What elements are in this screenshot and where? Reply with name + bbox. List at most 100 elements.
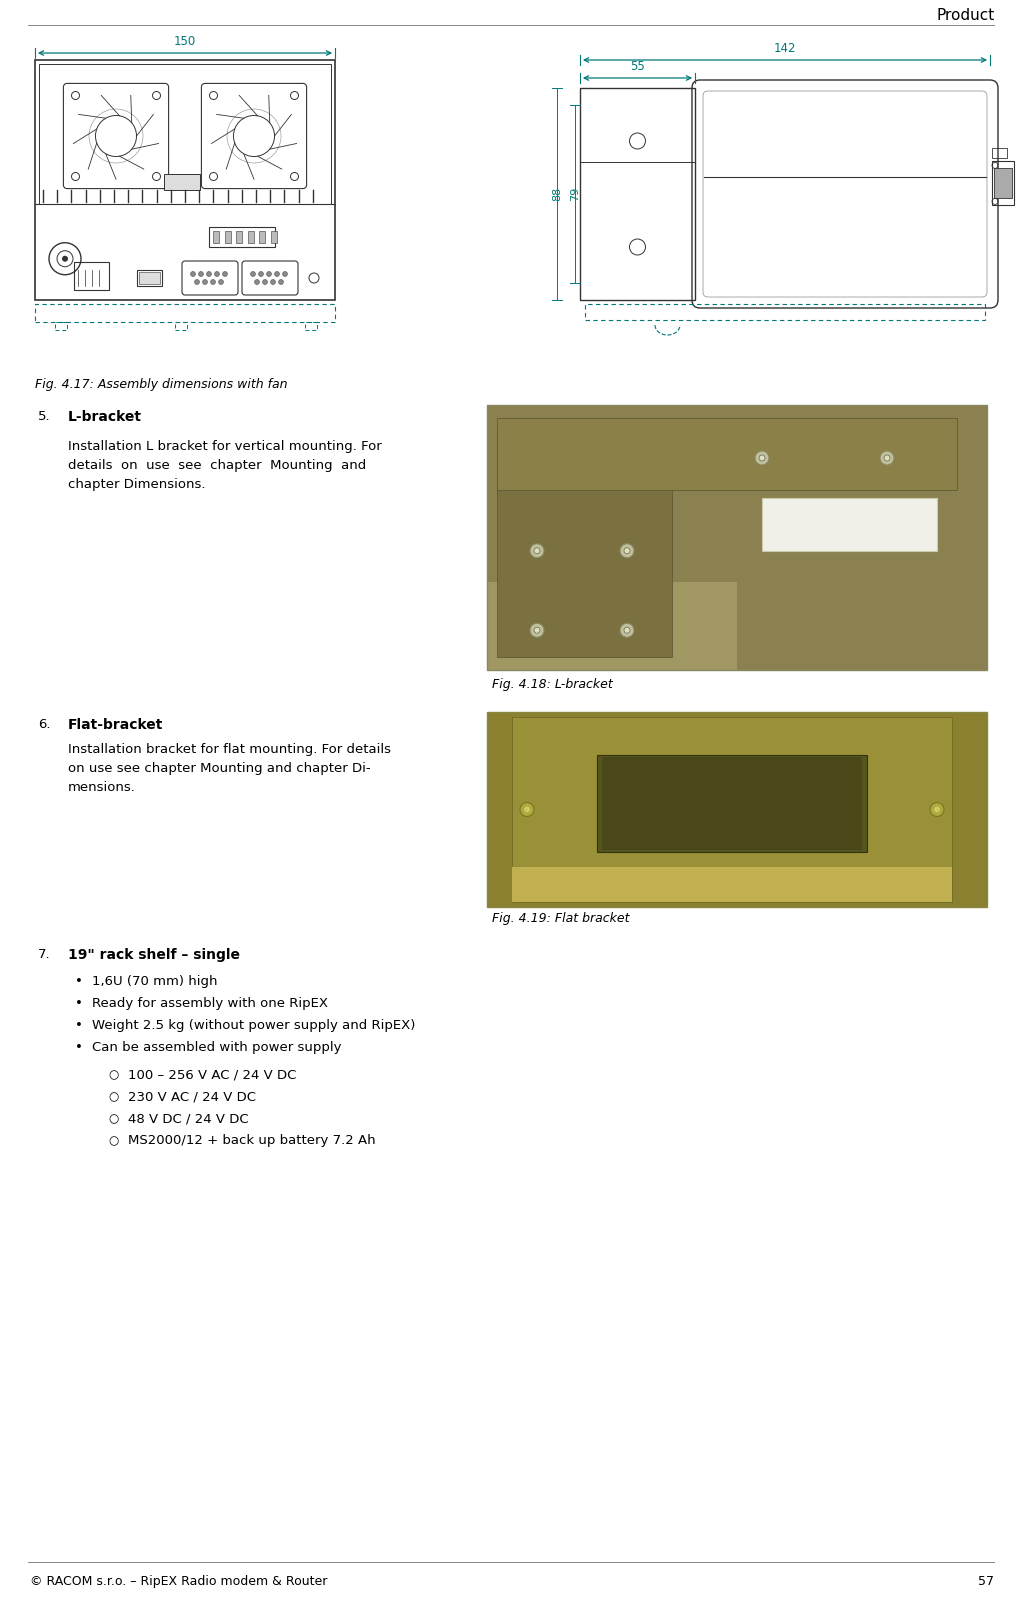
Text: Product: Product: [937, 8, 995, 22]
Circle shape: [194, 280, 199, 285]
Text: 57: 57: [978, 1575, 994, 1588]
Bar: [247, 232, 253, 243]
Text: Can be assembled with power supply: Can be assembled with power supply: [92, 1041, 341, 1054]
Text: Flat-bracket: Flat-bracket: [68, 718, 164, 732]
Bar: [992, 161, 1014, 205]
Circle shape: [190, 272, 195, 277]
Circle shape: [535, 627, 540, 633]
Circle shape: [755, 451, 769, 465]
Text: details  on  use  see  chapter  Mounting  and: details on use see chapter Mounting and: [68, 459, 366, 472]
Text: Weight 2.5 kg (without power supply and RipEX): Weight 2.5 kg (without power supply and …: [92, 1019, 415, 1031]
Circle shape: [520, 803, 535, 817]
Bar: [236, 232, 242, 243]
Text: 150: 150: [174, 35, 196, 48]
Text: 48 V DC / 24 V DC: 48 V DC / 24 V DC: [128, 1111, 248, 1126]
Bar: [225, 232, 231, 243]
Bar: [164, 174, 200, 190]
Bar: [487, 582, 737, 670]
Text: •: •: [75, 1019, 83, 1031]
Text: 7.: 7.: [38, 948, 51, 961]
Bar: [139, 272, 160, 285]
Bar: [213, 232, 219, 243]
Circle shape: [250, 272, 256, 277]
Circle shape: [259, 272, 264, 277]
Circle shape: [223, 272, 228, 277]
Text: © RACOM s.r.o. – RipEX Radio modem & Router: © RACOM s.r.o. – RipEX Radio modem & Rou…: [30, 1575, 327, 1588]
Bar: [74, 262, 109, 289]
Bar: [597, 755, 867, 852]
Bar: [271, 232, 277, 243]
Bar: [35, 304, 335, 321]
Text: Installation L bracket for vertical mounting. For: Installation L bracket for vertical moun…: [68, 440, 382, 453]
Text: ○: ○: [108, 1111, 119, 1126]
Text: 79: 79: [570, 187, 580, 201]
Bar: [35, 61, 335, 301]
Circle shape: [215, 272, 220, 277]
Text: •: •: [75, 1041, 83, 1054]
Circle shape: [62, 256, 68, 262]
Text: 1,6U (70 mm) high: 1,6U (70 mm) high: [92, 975, 218, 988]
Circle shape: [759, 456, 765, 461]
Text: 6.: 6.: [38, 718, 50, 731]
Circle shape: [620, 624, 634, 638]
Text: ○: ○: [108, 1091, 119, 1103]
Text: 19" rack shelf – single: 19" rack shelf – single: [68, 948, 240, 963]
Text: MS2000/12 + back up battery 7.2 Ah: MS2000/12 + back up battery 7.2 Ah: [128, 1134, 376, 1146]
Bar: [512, 716, 953, 902]
Bar: [210, 227, 275, 248]
Circle shape: [620, 544, 634, 558]
Text: 230 V AC / 24 V DC: 230 V AC / 24 V DC: [128, 1091, 256, 1103]
Circle shape: [282, 272, 287, 277]
Circle shape: [202, 280, 207, 285]
Text: Fig. 4.19: Flat bracket: Fig. 4.19: Flat bracket: [492, 911, 630, 924]
Bar: [487, 405, 987, 670]
Circle shape: [535, 548, 540, 553]
Circle shape: [934, 806, 940, 812]
Circle shape: [624, 548, 630, 553]
Bar: [55, 321, 67, 329]
Text: 88: 88: [552, 187, 562, 201]
Circle shape: [254, 280, 260, 285]
Circle shape: [884, 456, 890, 461]
Circle shape: [206, 272, 212, 277]
Text: 5.: 5.: [38, 409, 51, 424]
Bar: [39, 64, 331, 205]
Text: •: •: [75, 998, 83, 1011]
Circle shape: [530, 624, 544, 638]
Circle shape: [219, 280, 224, 285]
Circle shape: [279, 280, 283, 285]
Bar: [992, 149, 1007, 158]
Text: 142: 142: [774, 42, 796, 54]
Text: Fig. 4.17: Assembly dimensions with fan: Fig. 4.17: Assembly dimensions with fan: [35, 377, 287, 392]
Bar: [305, 321, 317, 329]
Circle shape: [624, 627, 630, 633]
Bar: [175, 321, 187, 329]
Bar: [497, 419, 957, 489]
Bar: [762, 497, 937, 550]
Circle shape: [930, 803, 944, 817]
Text: ○: ○: [108, 1134, 119, 1146]
Text: chapter Dimensions.: chapter Dimensions.: [68, 478, 205, 491]
Bar: [602, 756, 862, 851]
Bar: [487, 712, 987, 907]
Bar: [512, 867, 953, 902]
Bar: [260, 232, 266, 243]
Circle shape: [211, 280, 216, 285]
Text: L-bracket: L-bracket: [68, 409, 142, 424]
Bar: [487, 712, 987, 907]
Text: 55: 55: [631, 61, 645, 74]
Circle shape: [880, 451, 894, 465]
Text: mensions.: mensions.: [68, 780, 136, 795]
Circle shape: [271, 280, 276, 285]
Text: Fig. 4.18: L-bracket: Fig. 4.18: L-bracket: [492, 678, 613, 691]
Bar: [580, 88, 695, 161]
Text: ○: ○: [108, 1068, 119, 1081]
Text: Installation bracket for flat mounting. For details: Installation bracket for flat mounting. …: [68, 744, 391, 756]
Circle shape: [530, 544, 544, 558]
Bar: [994, 168, 1012, 198]
Circle shape: [267, 272, 272, 277]
Circle shape: [275, 272, 279, 277]
Circle shape: [524, 806, 530, 812]
Bar: [585, 304, 985, 320]
Text: on use see chapter Mounting and chapter Di-: on use see chapter Mounting and chapter …: [68, 763, 371, 776]
